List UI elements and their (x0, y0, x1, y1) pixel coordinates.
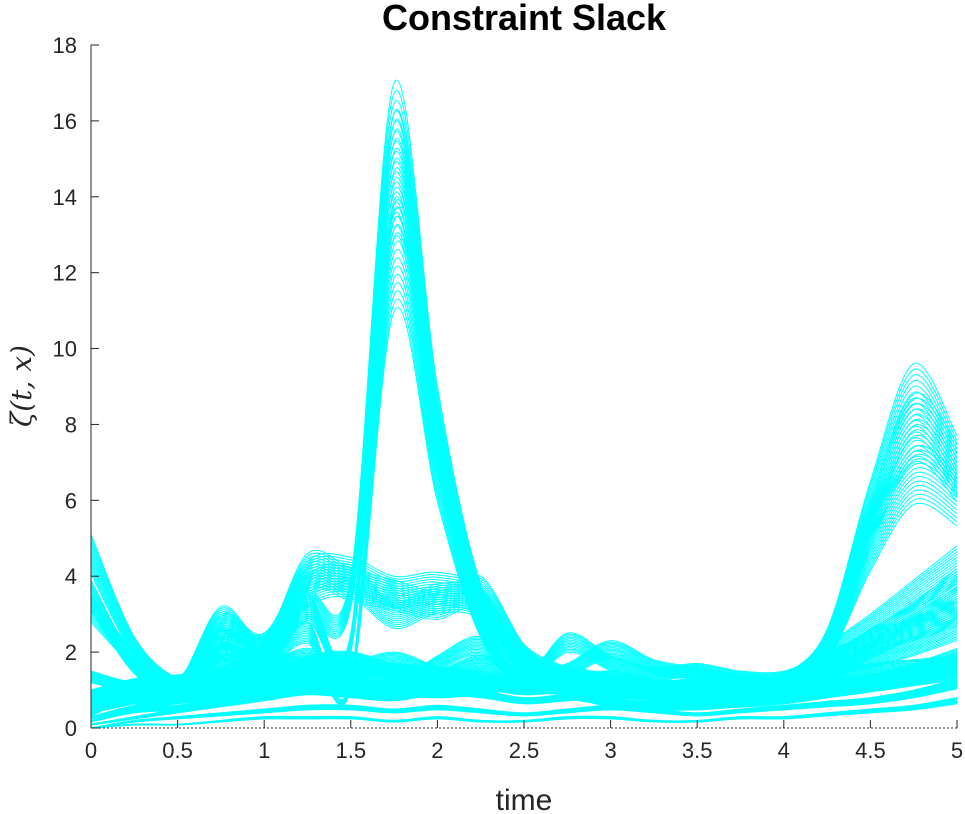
series-line-14 (90, 617, 958, 721)
x-tick-label: 3 (604, 738, 616, 763)
x-tick-label: 4 (778, 738, 790, 763)
x-tick-label: 1 (258, 738, 270, 763)
y-tick-label: 16 (53, 109, 77, 134)
x-tick-label: 3.5 (682, 738, 713, 763)
y-tick-label: 0 (65, 716, 77, 741)
series-line-12 (90, 462, 958, 701)
x-tick-label: 4.5 (855, 738, 886, 763)
y-tick-label: 12 (53, 261, 77, 286)
series-line-8 (90, 177, 958, 702)
x-tick-label: 2.5 (509, 738, 540, 763)
series-line-12 (90, 444, 958, 699)
x-ticks-group: 0 0.5 1 1.5 2 2.5 3 3.5 4 4.5 5 (85, 720, 963, 763)
y-tick-label: 18 (53, 33, 77, 58)
x-tick-label: 2 (431, 738, 443, 763)
y-tick-label: 4 (65, 564, 77, 589)
x-tick-label: 1.5 (336, 738, 367, 763)
series-line-12 (90, 453, 958, 700)
series-line-8 (90, 118, 958, 699)
series-line-8 (90, 157, 958, 701)
series-line-14 (90, 620, 958, 722)
y-tick-label: 6 (65, 488, 77, 513)
series-line-8 (90, 167, 958, 701)
y-tick-label: 2 (65, 640, 77, 665)
y-tick-label: 14 (53, 185, 77, 210)
x-tick-label: 0.5 (162, 738, 193, 763)
series-line-12 (90, 467, 958, 701)
y-axis-label: ζ(t, x) (5, 345, 38, 427)
plot-area (90, 79, 958, 729)
y-tick-label: 10 (53, 337, 77, 362)
y-tick-label: 8 (65, 412, 77, 437)
series-line-12 (90, 449, 958, 699)
x-axis-label: time (496, 784, 553, 814)
series-line-8 (90, 147, 958, 701)
series-line-8 (90, 138, 958, 700)
series-line-14 (90, 626, 958, 722)
y-ticks-group: 0 2 4 6 8 10 12 14 16 18 (53, 33, 99, 741)
x-tick-label: 0 (85, 738, 97, 763)
series-line-12 (90, 458, 958, 700)
series-line-16 (90, 688, 958, 729)
series-line-8 (90, 128, 958, 700)
traces-group (90, 79, 958, 729)
series-line-8 (90, 109, 958, 699)
series-line-15 (90, 667, 958, 726)
x-tick-label: 5 (951, 738, 963, 763)
chart-title: Constraint Slack (382, 0, 667, 38)
